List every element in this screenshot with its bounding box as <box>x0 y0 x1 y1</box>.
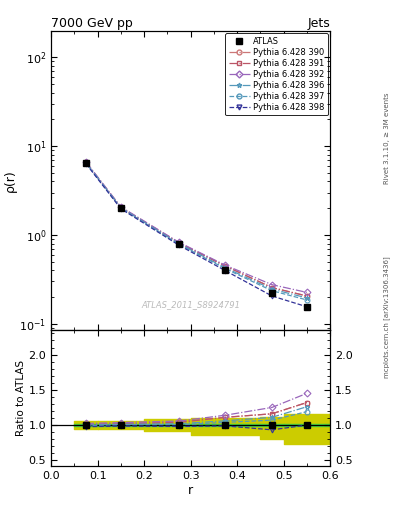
Text: mcplots.cern.ch [arXiv:1306.3436]: mcplots.cern.ch [arXiv:1306.3436] <box>384 257 391 378</box>
Y-axis label: ρ(r): ρ(r) <box>4 169 17 191</box>
Text: Jets: Jets <box>307 16 330 30</box>
X-axis label: r: r <box>188 483 193 497</box>
Text: ATLAS_2011_S8924791: ATLAS_2011_S8924791 <box>141 300 240 309</box>
Text: Rivet 3.1.10, ≥ 3M events: Rivet 3.1.10, ≥ 3M events <box>384 93 390 184</box>
Text: 7000 GeV pp: 7000 GeV pp <box>51 16 133 30</box>
Y-axis label: Ratio to ATLAS: Ratio to ATLAS <box>16 360 26 436</box>
Legend: ATLAS, Pythia 6.428 390, Pythia 6.428 391, Pythia 6.428 392, Pythia 6.428 396, P: ATLAS, Pythia 6.428 390, Pythia 6.428 39… <box>226 33 328 115</box>
